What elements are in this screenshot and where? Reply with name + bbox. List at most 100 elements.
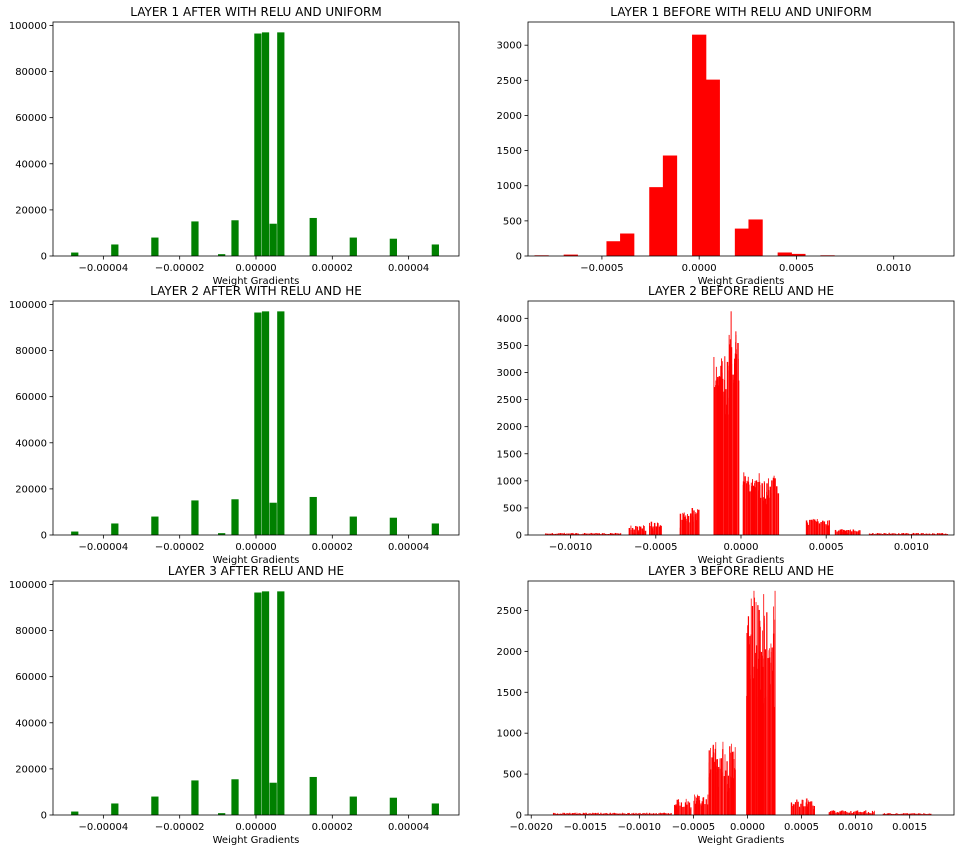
histogram-bar	[559, 533, 562, 535]
histogram-bar	[835, 812, 837, 815]
histogram-bar	[625, 814, 628, 815]
histogram-bar	[718, 766, 720, 815]
histogram-bar	[828, 520, 830, 535]
x-axis-label: Weight Gradients	[698, 555, 785, 566]
histogram-bar	[909, 813, 911, 815]
histogram-bar	[901, 533, 903, 535]
histogram-bar	[698, 804, 700, 815]
histogram-bar	[843, 811, 845, 815]
histogram-bar	[111, 244, 119, 256]
histogram-bar	[658, 526, 661, 535]
histogram-bar	[834, 810, 836, 815]
histogram-bar	[619, 533, 622, 535]
histogram-bar	[725, 770, 727, 815]
histogram-bar	[111, 523, 119, 535]
histogram-bar	[771, 647, 773, 815]
histogram-bar	[919, 813, 921, 815]
histogram-bar	[611, 813, 613, 815]
histogram-bar	[218, 813, 226, 815]
histogram-bar	[716, 759, 718, 815]
histogram-bar	[231, 499, 239, 535]
histogram-bar	[925, 814, 928, 815]
histogram-bar	[624, 813, 626, 815]
histogram-bar	[587, 533, 589, 535]
histogram-bar	[847, 812, 849, 815]
histogram-bar	[813, 519, 816, 535]
y-tick-label: 2500	[497, 76, 522, 87]
histogram-bar	[908, 814, 910, 815]
histogram-bar	[717, 376, 719, 535]
histogram-bar	[71, 252, 79, 256]
histogram-bar	[598, 813, 601, 815]
histogram-bar	[711, 757, 713, 815]
histogram-bar	[755, 480, 758, 535]
histogram-bar	[907, 813, 909, 815]
histogram-bar	[694, 514, 697, 535]
histogram-bar	[840, 810, 843, 815]
histogram-bar	[885, 533, 887, 535]
histogram-bar	[792, 805, 794, 815]
histogram-bar	[866, 813, 868, 815]
histogram-bar	[857, 810, 859, 815]
x-tick-label: −0.00002	[155, 542, 205, 553]
chart-title: LAYER 3 AFTER RELU AND HE	[168, 564, 344, 578]
histogram-bar	[596, 533, 599, 535]
histogram-bar	[555, 813, 557, 815]
y-tick-label: 1500	[497, 449, 522, 460]
y-tick-label: 40000	[15, 718, 47, 729]
histogram-bar	[801, 799, 803, 815]
histogram-bar	[696, 513, 698, 535]
histogram-bar	[643, 530, 645, 535]
histogram-bar	[905, 813, 907, 815]
histogram-bar	[925, 533, 927, 535]
histogram-bar	[556, 533, 558, 535]
histogram-bar	[767, 495, 769, 535]
histogram-bar	[617, 533, 620, 535]
x-axis-label: Weight Gradients	[213, 835, 300, 846]
histogram-bar	[848, 812, 851, 815]
y-tick-label: 80000	[15, 67, 47, 78]
histogram-bar	[796, 799, 798, 815]
histogram-bar	[915, 813, 917, 815]
histogram-bar	[807, 524, 809, 535]
histogram-bar	[608, 814, 610, 815]
histogram-bar	[598, 533, 600, 535]
histogram-bar	[851, 812, 853, 815]
histogram-bar	[763, 594, 765, 815]
histogram-bar	[634, 533, 636, 535]
histogram-bar	[888, 813, 890, 815]
histogram-bar	[151, 516, 159, 535]
histogram-bar	[564, 533, 567, 535]
histogram-bar	[909, 534, 911, 535]
y-tick-label: 2500	[497, 606, 522, 617]
histogram-bar	[431, 803, 439, 815]
histogram-bar	[705, 799, 707, 815]
histogram-bar	[636, 526, 639, 535]
histogram-bar	[687, 515, 690, 535]
histogram-bar	[886, 534, 889, 535]
histogram-bar	[151, 796, 159, 815]
histogram-bar	[730, 776, 731, 815]
histogram-bar	[635, 812, 637, 815]
histogram-bar	[600, 812, 602, 815]
histogram-bar	[619, 813, 621, 815]
histogram-bar	[764, 649, 767, 815]
histogram-bar	[870, 533, 872, 535]
histogram-bar	[667, 813, 670, 815]
histogram-bar	[639, 812, 641, 815]
histogram-bar	[642, 528, 644, 535]
histogram-bar	[881, 534, 884, 535]
histogram-bar	[702, 797, 705, 815]
histogram-bar	[746, 633, 748, 815]
histogram-bar	[876, 533, 879, 535]
x-tick-label: 0.0005	[784, 822, 819, 833]
histogram-bar	[581, 813, 583, 815]
x-tick-label: 0.00004	[388, 542, 429, 553]
x-tick-label: 0.00000	[235, 263, 276, 274]
histogram-bar	[730, 355, 732, 535]
histogram-bar	[898, 814, 901, 815]
histogram-bar	[254, 592, 262, 815]
x-axis-label: Weight Gradients	[698, 835, 785, 846]
histogram-bar	[747, 481, 750, 535]
y-tick-label: 2500	[497, 395, 522, 406]
